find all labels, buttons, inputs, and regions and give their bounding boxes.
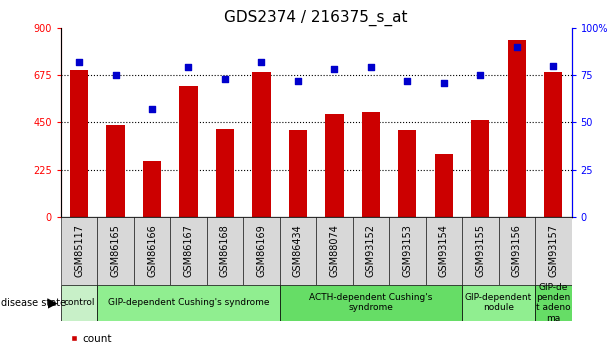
Bar	[325, 114, 344, 217]
Bar	[97, 285, 280, 321]
Bar	[426, 217, 462, 285]
Bar	[207, 217, 243, 285]
Text: GSM86167: GSM86167	[184, 225, 193, 277]
Text: GSM86434: GSM86434	[293, 225, 303, 277]
Point	[330, 67, 339, 72]
Point	[439, 80, 449, 85]
Text: GSM93154: GSM93154	[439, 225, 449, 277]
Text: GSM93155: GSM93155	[475, 225, 485, 277]
Point	[293, 78, 303, 83]
Text: control: control	[63, 298, 95, 307]
Bar	[499, 217, 535, 285]
Point	[111, 72, 120, 78]
Point	[74, 59, 84, 65]
Bar	[389, 217, 426, 285]
Text: GSM93156: GSM93156	[512, 225, 522, 277]
Point	[220, 76, 230, 81]
Point	[402, 78, 412, 83]
Bar	[398, 130, 416, 217]
Text: GSM93157: GSM93157	[548, 225, 558, 277]
Bar	[179, 86, 198, 217]
Bar	[508, 40, 526, 217]
Text: GSM86168: GSM86168	[220, 225, 230, 277]
Bar	[280, 285, 462, 321]
Text: GSM88074: GSM88074	[330, 225, 339, 277]
Bar	[462, 285, 535, 321]
Point	[257, 59, 266, 65]
Text: GIP-de
penden
t adeno
ma: GIP-de penden t adeno ma	[536, 283, 570, 323]
Text: GSM86166: GSM86166	[147, 225, 157, 277]
Text: GSM85117: GSM85117	[74, 225, 84, 277]
Point	[548, 63, 558, 68]
Bar	[134, 217, 170, 285]
Bar	[280, 217, 316, 285]
Bar	[143, 161, 161, 217]
Bar	[243, 217, 280, 285]
Text: GSM86165: GSM86165	[111, 225, 120, 277]
Bar	[544, 72, 562, 217]
Text: GSM93153: GSM93153	[402, 225, 412, 277]
Bar	[70, 70, 88, 217]
Bar	[170, 217, 207, 285]
Legend: count, percentile rank within the sample: count, percentile rank within the sample	[66, 329, 263, 345]
Point	[147, 106, 157, 112]
Bar	[353, 217, 389, 285]
Bar	[535, 217, 572, 285]
Bar	[97, 217, 134, 285]
Text: ACTH-dependent Cushing's
syndrome: ACTH-dependent Cushing's syndrome	[309, 293, 432, 313]
Bar	[535, 285, 572, 321]
Text: GSM93152: GSM93152	[366, 225, 376, 277]
Bar	[289, 130, 307, 217]
Text: GIP-dependent
nodule: GIP-dependent nodule	[465, 293, 532, 313]
Bar	[471, 120, 489, 217]
Text: GIP-dependent Cushing's syndrome: GIP-dependent Cushing's syndrome	[108, 298, 269, 307]
Bar	[61, 285, 97, 321]
Point	[475, 72, 485, 78]
Text: disease state: disease state	[1, 298, 66, 308]
Text: GSM86169: GSM86169	[257, 225, 266, 277]
Text: ▶: ▶	[48, 296, 58, 309]
Bar	[216, 129, 234, 217]
Bar	[106, 125, 125, 217]
Bar	[252, 72, 271, 217]
Bar	[362, 112, 380, 217]
Point	[366, 65, 376, 70]
Bar	[61, 217, 97, 285]
Point	[512, 44, 522, 49]
Bar	[435, 154, 453, 217]
Point	[184, 65, 193, 70]
Bar	[462, 217, 499, 285]
Title: GDS2374 / 216375_s_at: GDS2374 / 216375_s_at	[224, 10, 408, 26]
Bar	[316, 217, 353, 285]
